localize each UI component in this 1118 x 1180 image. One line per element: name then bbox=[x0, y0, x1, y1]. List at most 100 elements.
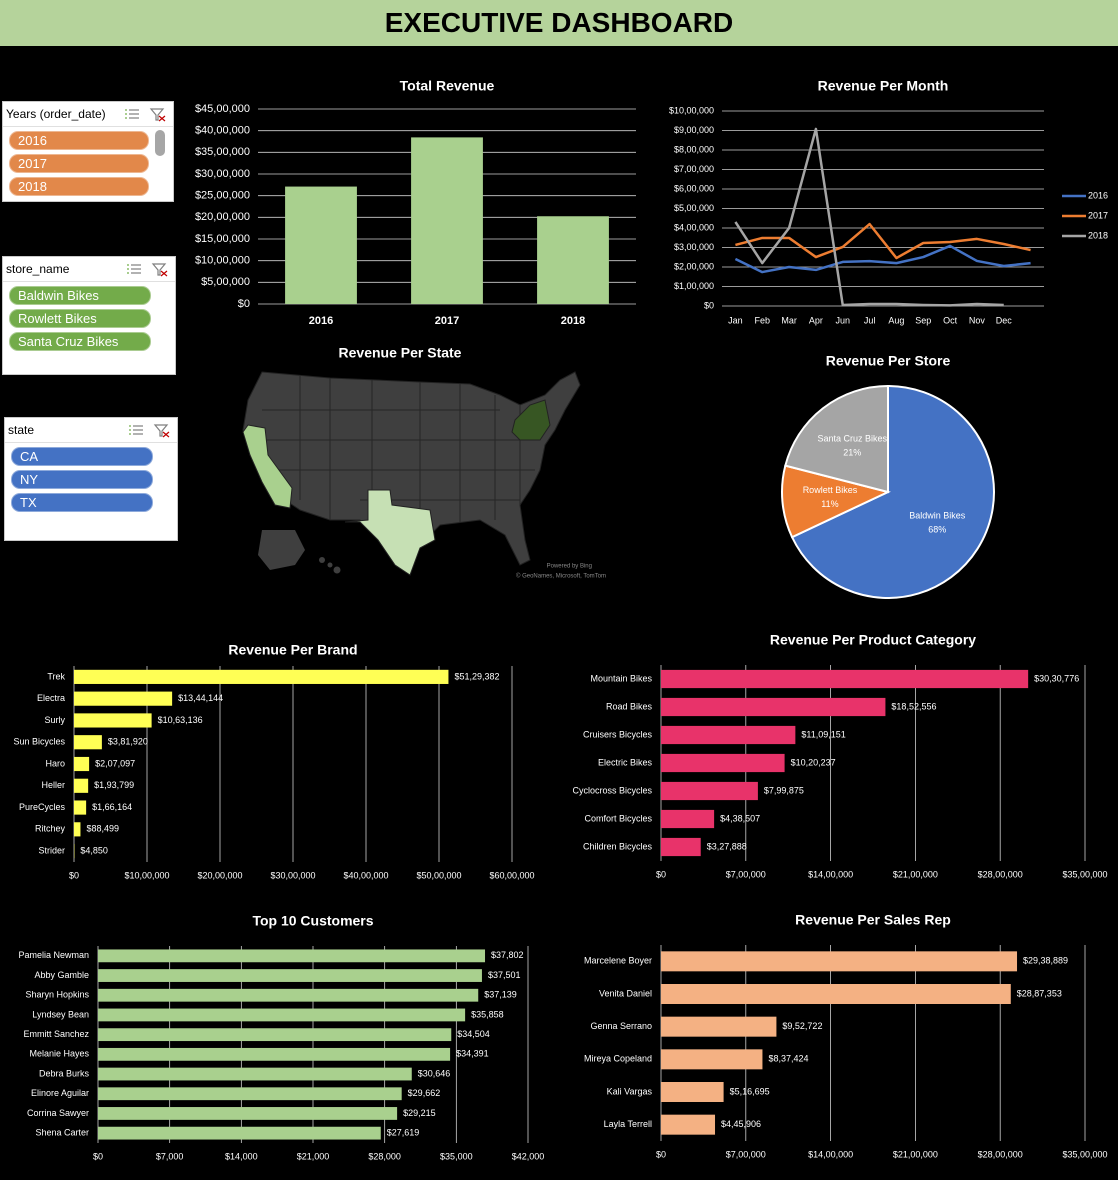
bar bbox=[661, 725, 796, 745]
value-label: $7,99,875 bbox=[764, 785, 804, 795]
bar bbox=[661, 1049, 763, 1070]
slicer-item[interactable]: 2018 bbox=[9, 177, 149, 196]
y-tick-label: Comfort Bicycles bbox=[584, 813, 652, 823]
slicer: store_name Baldwin Bikes Rowlett Bikes Sant… bbox=[2, 256, 176, 375]
slicer-tools[interactable] bbox=[123, 106, 167, 125]
y-tick-label: Ritchey bbox=[35, 824, 66, 834]
x-tick-label: $28,000 bbox=[368, 1151, 401, 1161]
value-label: $2,07,097 bbox=[95, 758, 135, 768]
bar bbox=[98, 1028, 452, 1042]
legend-label: 2017 bbox=[1088, 210, 1108, 220]
pie-slice bbox=[784, 384, 889, 494]
value-label: $34,504 bbox=[457, 1029, 490, 1039]
value-label: $18,52,556 bbox=[891, 701, 936, 711]
slicer-item[interactable]: CA bbox=[11, 447, 153, 466]
map-alaska bbox=[258, 530, 305, 570]
slicer-icons[interactable] bbox=[125, 261, 169, 277]
y-tick-label: $20,00,000 bbox=[195, 211, 250, 223]
x-tick-label: $0 bbox=[93, 1151, 103, 1161]
x-tick-label: Dec bbox=[996, 315, 1013, 325]
y-tick-label: Cruisers Bicycles bbox=[583, 729, 653, 739]
y-tick-label: Pamelia Newman bbox=[18, 950, 89, 960]
y-tick-label: Electric Bikes bbox=[598, 757, 653, 767]
slicer-title: state bbox=[8, 423, 35, 437]
slicer-item[interactable]: 2016 bbox=[9, 131, 149, 150]
y-tick-label: Marcelene Boyer bbox=[584, 956, 652, 966]
bar bbox=[98, 1126, 381, 1140]
value-label: $28,87,353 bbox=[1017, 988, 1062, 998]
state-borders bbox=[250, 376, 540, 522]
bar bbox=[98, 1087, 402, 1101]
bar bbox=[98, 1047, 451, 1061]
value-label: $4,38,507 bbox=[720, 813, 760, 823]
slicer-scrollbar[interactable] bbox=[155, 130, 165, 156]
pie-value-label: 21% bbox=[843, 447, 861, 457]
y-tick-label: PureCycles bbox=[19, 802, 66, 812]
slicer-item[interactable]: Baldwin Bikes bbox=[9, 286, 151, 305]
x-tick-label: Feb bbox=[754, 315, 770, 325]
pie-value-label: 68% bbox=[928, 525, 946, 535]
bar bbox=[661, 753, 785, 773]
slicer-icons[interactable] bbox=[123, 106, 167, 122]
slicer-title: Years (order_date) bbox=[6, 107, 106, 121]
x-tick-label: Jan bbox=[728, 315, 743, 325]
y-tick-label: Surly bbox=[44, 715, 65, 725]
x-tick-label: $10,00,000 bbox=[124, 870, 169, 880]
value-label: $34,391 bbox=[456, 1049, 489, 1059]
y-tick-label: Strider bbox=[38, 845, 65, 855]
slicer-item[interactable]: Rowlett Bikes bbox=[9, 309, 151, 328]
value-label: $29,662 bbox=[408, 1088, 441, 1098]
x-tick-label: Jun bbox=[835, 315, 850, 325]
y-tick-label: Sharyn Hopkins bbox=[25, 990, 89, 1000]
value-label: $37,139 bbox=[484, 990, 517, 1000]
x-tick-label: $30,00,000 bbox=[270, 870, 315, 880]
slicer: Years (order_date) 2016 2017 2018 bbox=[2, 101, 174, 202]
value-label: $8,37,424 bbox=[768, 1054, 808, 1064]
y-tick-label: Abby Gamble bbox=[34, 970, 89, 980]
map-title: Revenue Per State bbox=[339, 345, 462, 361]
value-label: $13,44,144 bbox=[178, 693, 223, 703]
bar bbox=[74, 691, 173, 706]
x-tick-label: Nov bbox=[969, 315, 986, 325]
x-tick-label: $14,000 bbox=[225, 1151, 258, 1161]
value-label: $51,29,382 bbox=[454, 671, 499, 681]
x-tick-label: $20,00,000 bbox=[197, 870, 242, 880]
x-tick-label: $7,000 bbox=[156, 1151, 184, 1161]
line bbox=[734, 244, 1031, 274]
x-tick-label: $28,00,000 bbox=[978, 869, 1023, 879]
bar bbox=[661, 837, 701, 857]
y-tick-label: $0 bbox=[238, 298, 250, 310]
x-tick-label: Mar bbox=[781, 315, 797, 325]
x-tick-label: $35,000 bbox=[440, 1151, 473, 1161]
dashboard-title: EXECUTIVE DASHBOARD bbox=[0, 0, 1118, 46]
x-tick-label: $40,00,000 bbox=[343, 870, 388, 880]
slicer-tools[interactable] bbox=[125, 261, 169, 280]
y-tick-label: Kali Vargas bbox=[607, 1086, 653, 1096]
slicer-item[interactable]: Santa Cruz Bikes bbox=[9, 332, 151, 351]
x-tick-label: Aug bbox=[888, 315, 904, 325]
bar bbox=[74, 756, 90, 772]
x-tick-label: 2018 bbox=[561, 315, 585, 327]
value-label: $30,30,776 bbox=[1034, 673, 1079, 683]
chart-title: Revenue Per Month bbox=[818, 78, 949, 94]
legend-label: 2016 bbox=[1088, 190, 1108, 200]
pie-slice bbox=[790, 384, 995, 599]
y-tick-label: $4,00,000 bbox=[674, 222, 714, 232]
bar bbox=[98, 1107, 398, 1120]
value-label: $10,20,237 bbox=[791, 757, 836, 767]
slicer-tools[interactable] bbox=[127, 422, 171, 441]
y-tick-label: $10,00,000 bbox=[195, 255, 250, 267]
y-tick-label: Trek bbox=[47, 671, 65, 681]
y-tick-label: Electra bbox=[37, 693, 65, 703]
y-tick-label: Mountain Bikes bbox=[590, 673, 652, 683]
map-land bbox=[242, 371, 581, 576]
value-label: $29,215 bbox=[403, 1108, 436, 1118]
slicer-icons[interactable] bbox=[127, 422, 171, 438]
value-label: $1,93,799 bbox=[94, 780, 134, 790]
legend-label: 2018 bbox=[1088, 230, 1108, 240]
slicer-item[interactable]: 2017 bbox=[9, 154, 149, 173]
slicer-item[interactable]: TX bbox=[11, 493, 153, 512]
slicer-item[interactable]: NY bbox=[11, 470, 153, 489]
y-tick-label: $7,00,000 bbox=[674, 164, 714, 174]
pie-label: Baldwin Bikes bbox=[909, 511, 966, 521]
